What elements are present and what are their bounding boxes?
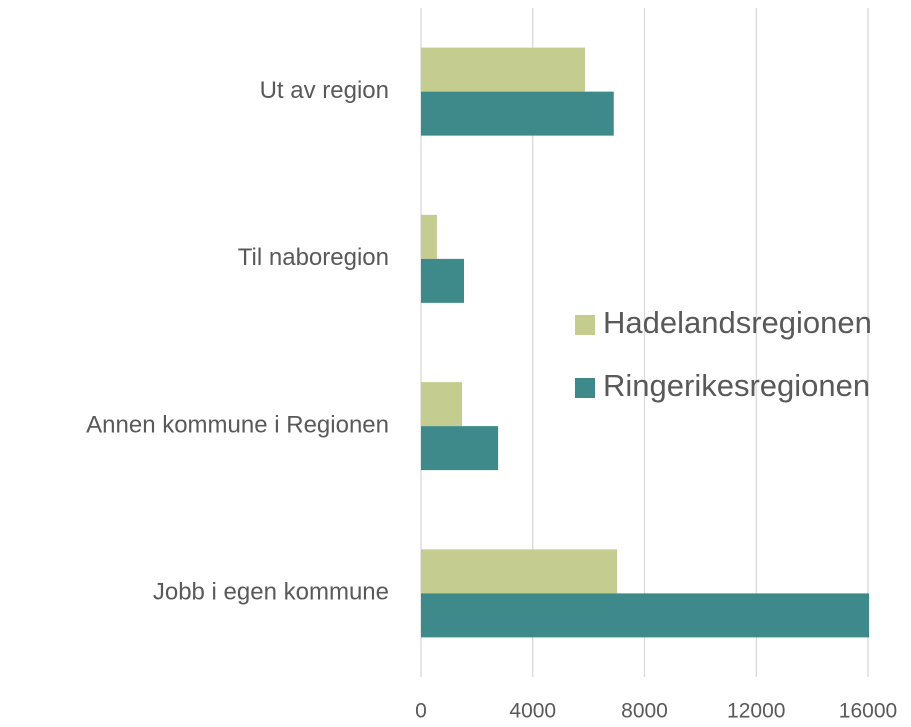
bar (421, 47, 585, 92)
legend-label: Hadelandsregionen (603, 305, 872, 340)
bar (421, 549, 618, 594)
x-tick-label: 8000 (621, 700, 668, 723)
bar (421, 426, 499, 471)
x-tick-label: 16000 (839, 700, 897, 723)
bar (421, 258, 465, 303)
bar (421, 593, 870, 638)
category-label: Til naboregion (238, 244, 389, 271)
category-label: Ut av region (260, 77, 389, 104)
bar (421, 214, 437, 259)
x-tick-label: 12000 (727, 700, 785, 723)
category-label: Annen kommune i Regionen (86, 411, 389, 438)
category-label: Jobb i egen kommune (153, 579, 389, 606)
legend-swatch (575, 378, 595, 398)
x-tick-label: 4000 (509, 700, 556, 723)
legend-swatch (575, 315, 595, 335)
legend-label: Ringerikesregionen (603, 368, 870, 403)
bar (421, 382, 463, 427)
bar (421, 91, 614, 136)
x-tick-label: 0 (415, 700, 427, 723)
